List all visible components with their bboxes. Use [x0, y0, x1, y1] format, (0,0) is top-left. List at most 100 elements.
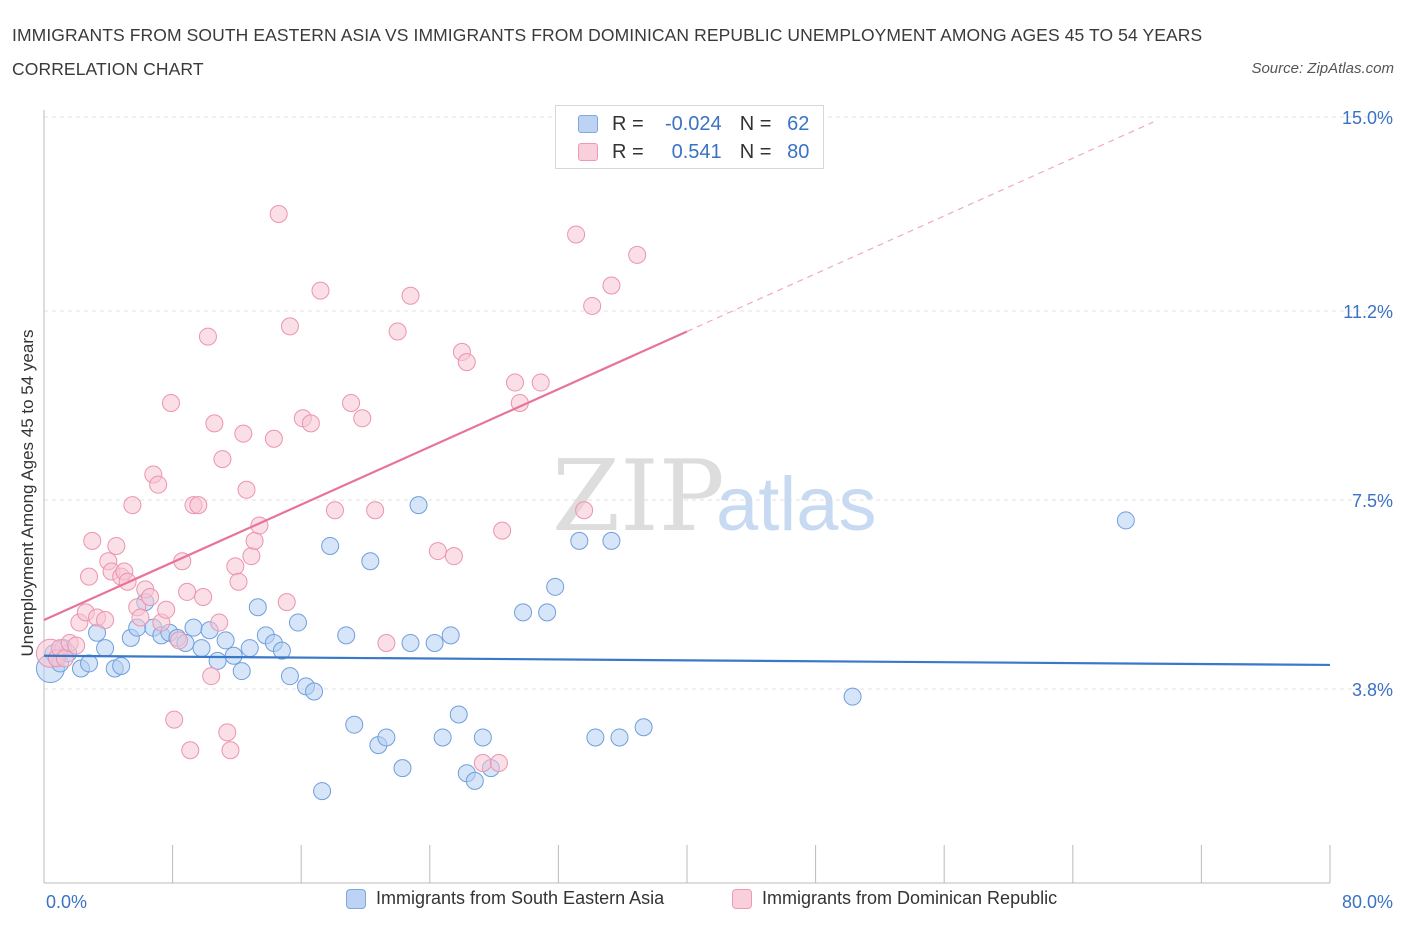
data-point: [337, 626, 356, 645]
trend-line-pink: [43, 330, 688, 622]
legend-row-pink: R = 0.541 N = 80: [578, 138, 809, 166]
data-point: [96, 611, 115, 630]
y-axis-label: Unemployment Among Ages 45 to 54 years: [18, 330, 37, 657]
data-point: [245, 531, 264, 550]
legend-label: Immigrants from Dominican Republic: [762, 888, 1058, 908]
data-point: [192, 639, 211, 658]
data-point: [277, 593, 296, 612]
data-point: [208, 651, 227, 670]
data-point: [202, 667, 221, 686]
data-point: [221, 741, 240, 760]
data-point: [449, 705, 468, 724]
trend-line-blue: [43, 654, 1331, 667]
data-point: [634, 718, 653, 737]
data-point: [178, 582, 197, 601]
watermark: ZIP atlas: [552, 440, 877, 554]
data-point: [444, 547, 463, 566]
legend-swatch-pink: [578, 143, 598, 161]
source-label: Source: ZipAtlas.com: [1251, 60, 1394, 77]
data-point: [198, 327, 217, 346]
data-point: [189, 496, 208, 515]
data-point: [473, 728, 492, 747]
data-point: [161, 393, 180, 412]
data-point: [401, 633, 420, 652]
data-point: [242, 547, 261, 566]
legend-swatch-pink: [732, 888, 752, 909]
trend-lines: [43, 121, 1331, 667]
data-point: [216, 631, 235, 650]
data-point: [313, 782, 332, 801]
stats-legend: R = -0.024 N = 62 R = 0.541 N = 80: [555, 105, 824, 169]
data-point: [80, 567, 99, 586]
legend-r-value: 0.541: [671, 140, 722, 163]
data-point: [112, 656, 131, 675]
legend-item-dominican-republic: Immigrants from Dominican Republic: [732, 888, 1057, 909]
data-point: [377, 728, 396, 747]
data-point: [465, 771, 484, 790]
legend-label: Immigrants from South Eastern Asia: [376, 888, 665, 908]
y-tick-label: 15.0%: [1342, 108, 1393, 128]
data-point: [489, 753, 508, 772]
data-point: [473, 753, 492, 772]
y-tick-label: 3.8%: [1352, 680, 1393, 700]
legend-n-value: 80: [787, 140, 810, 163]
data-point: [269, 205, 288, 224]
data-point: [538, 603, 557, 622]
data-point: [428, 542, 447, 561]
data-point: [305, 682, 324, 701]
series-dominican-republic: [35, 205, 647, 772]
data-point: [321, 536, 340, 555]
data-point: [441, 626, 460, 645]
data-point: [237, 480, 256, 499]
legend-swatch-blue: [346, 888, 366, 909]
data-point: [457, 353, 476, 372]
chart-title: IMMIGRANTS FROM SOUTH EASTERN ASIA VS IM…: [12, 25, 1203, 79]
data-point: [194, 588, 213, 607]
data-point: [224, 646, 243, 665]
y-tick-label: 11.2%: [1343, 302, 1393, 322]
data-point: [586, 728, 605, 747]
data-point: [165, 710, 184, 729]
data-point: [264, 429, 283, 448]
data-point: [96, 639, 115, 658]
legend-r-value: -0.024: [664, 112, 722, 135]
legend-row-blue: R = -0.024 N = 62: [578, 110, 809, 138]
data-point: [531, 373, 550, 392]
data-point: [229, 572, 248, 591]
data-point: [345, 715, 364, 734]
data-point: [248, 598, 267, 617]
data-point: [425, 633, 444, 652]
data-point: [505, 373, 524, 392]
data-point: [610, 728, 629, 747]
data-point: [149, 475, 168, 494]
watermark-atlas: atlas: [716, 462, 877, 547]
legend-item-south-eastern-asia: Immigrants from South Eastern Asia: [346, 888, 664, 909]
data-point: [1116, 511, 1135, 530]
data-point: [311, 281, 330, 300]
data-point: [493, 521, 512, 540]
tick-labels: 3.8% 7.5% 11.2% 15.0% 0.0% 80.0%: [46, 108, 1393, 912]
data-point: [218, 723, 237, 742]
axes: [43, 110, 1331, 884]
data-point: [67, 636, 86, 655]
legend-swatch-blue: [578, 115, 598, 133]
data-point: [288, 613, 307, 632]
data-point: [234, 424, 253, 443]
y-tick-label: 7.5%: [1352, 491, 1393, 511]
data-point: [570, 531, 589, 550]
data-point: [157, 600, 176, 619]
data-point: [131, 608, 150, 627]
data-point: [602, 531, 621, 550]
data-point: [80, 654, 99, 673]
grid-lines: [44, 116, 1392, 690]
series-south-eastern-asia: [35, 496, 1135, 801]
data-point: [393, 759, 412, 778]
trend-line-pink-extension: [686, 121, 1154, 333]
data-point: [409, 496, 428, 515]
data-point: [514, 603, 533, 622]
data-point: [123, 496, 142, 515]
data-point: [272, 641, 291, 660]
data-point: [232, 662, 251, 681]
legend-r-label: R =: [612, 140, 644, 163]
